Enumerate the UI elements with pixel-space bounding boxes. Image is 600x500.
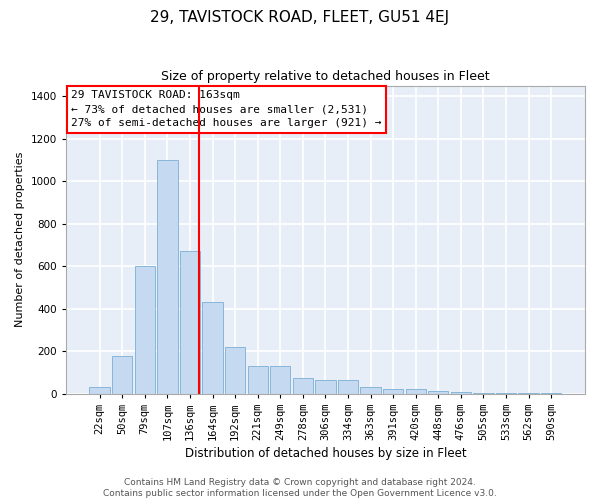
Bar bbox=[89, 387, 110, 394]
Bar bbox=[451, 392, 471, 394]
Bar bbox=[112, 356, 133, 394]
Text: Contains HM Land Registry data © Crown copyright and database right 2024.
Contai: Contains HM Land Registry data © Crown c… bbox=[103, 478, 497, 498]
Text: 29, TAVISTOCK ROAD, FLEET, GU51 4EJ: 29, TAVISTOCK ROAD, FLEET, GU51 4EJ bbox=[151, 10, 449, 25]
Bar bbox=[202, 302, 223, 394]
Bar bbox=[248, 366, 268, 394]
Bar bbox=[315, 380, 335, 394]
Bar bbox=[225, 347, 245, 394]
Bar bbox=[406, 390, 426, 394]
Bar bbox=[383, 390, 403, 394]
Bar bbox=[361, 387, 381, 394]
Y-axis label: Number of detached properties: Number of detached properties bbox=[15, 152, 25, 327]
Bar bbox=[134, 266, 155, 394]
Bar bbox=[180, 251, 200, 394]
X-axis label: Distribution of detached houses by size in Fleet: Distribution of detached houses by size … bbox=[185, 447, 466, 460]
Bar bbox=[428, 392, 448, 394]
Bar bbox=[293, 378, 313, 394]
Title: Size of property relative to detached houses in Fleet: Size of property relative to detached ho… bbox=[161, 70, 490, 83]
Text: 29 TAVISTOCK ROAD: 163sqm
← 73% of detached houses are smaller (2,531)
27% of se: 29 TAVISTOCK ROAD: 163sqm ← 73% of detac… bbox=[71, 90, 382, 128]
Bar bbox=[338, 380, 358, 394]
Bar bbox=[270, 366, 290, 394]
Bar bbox=[157, 160, 178, 394]
